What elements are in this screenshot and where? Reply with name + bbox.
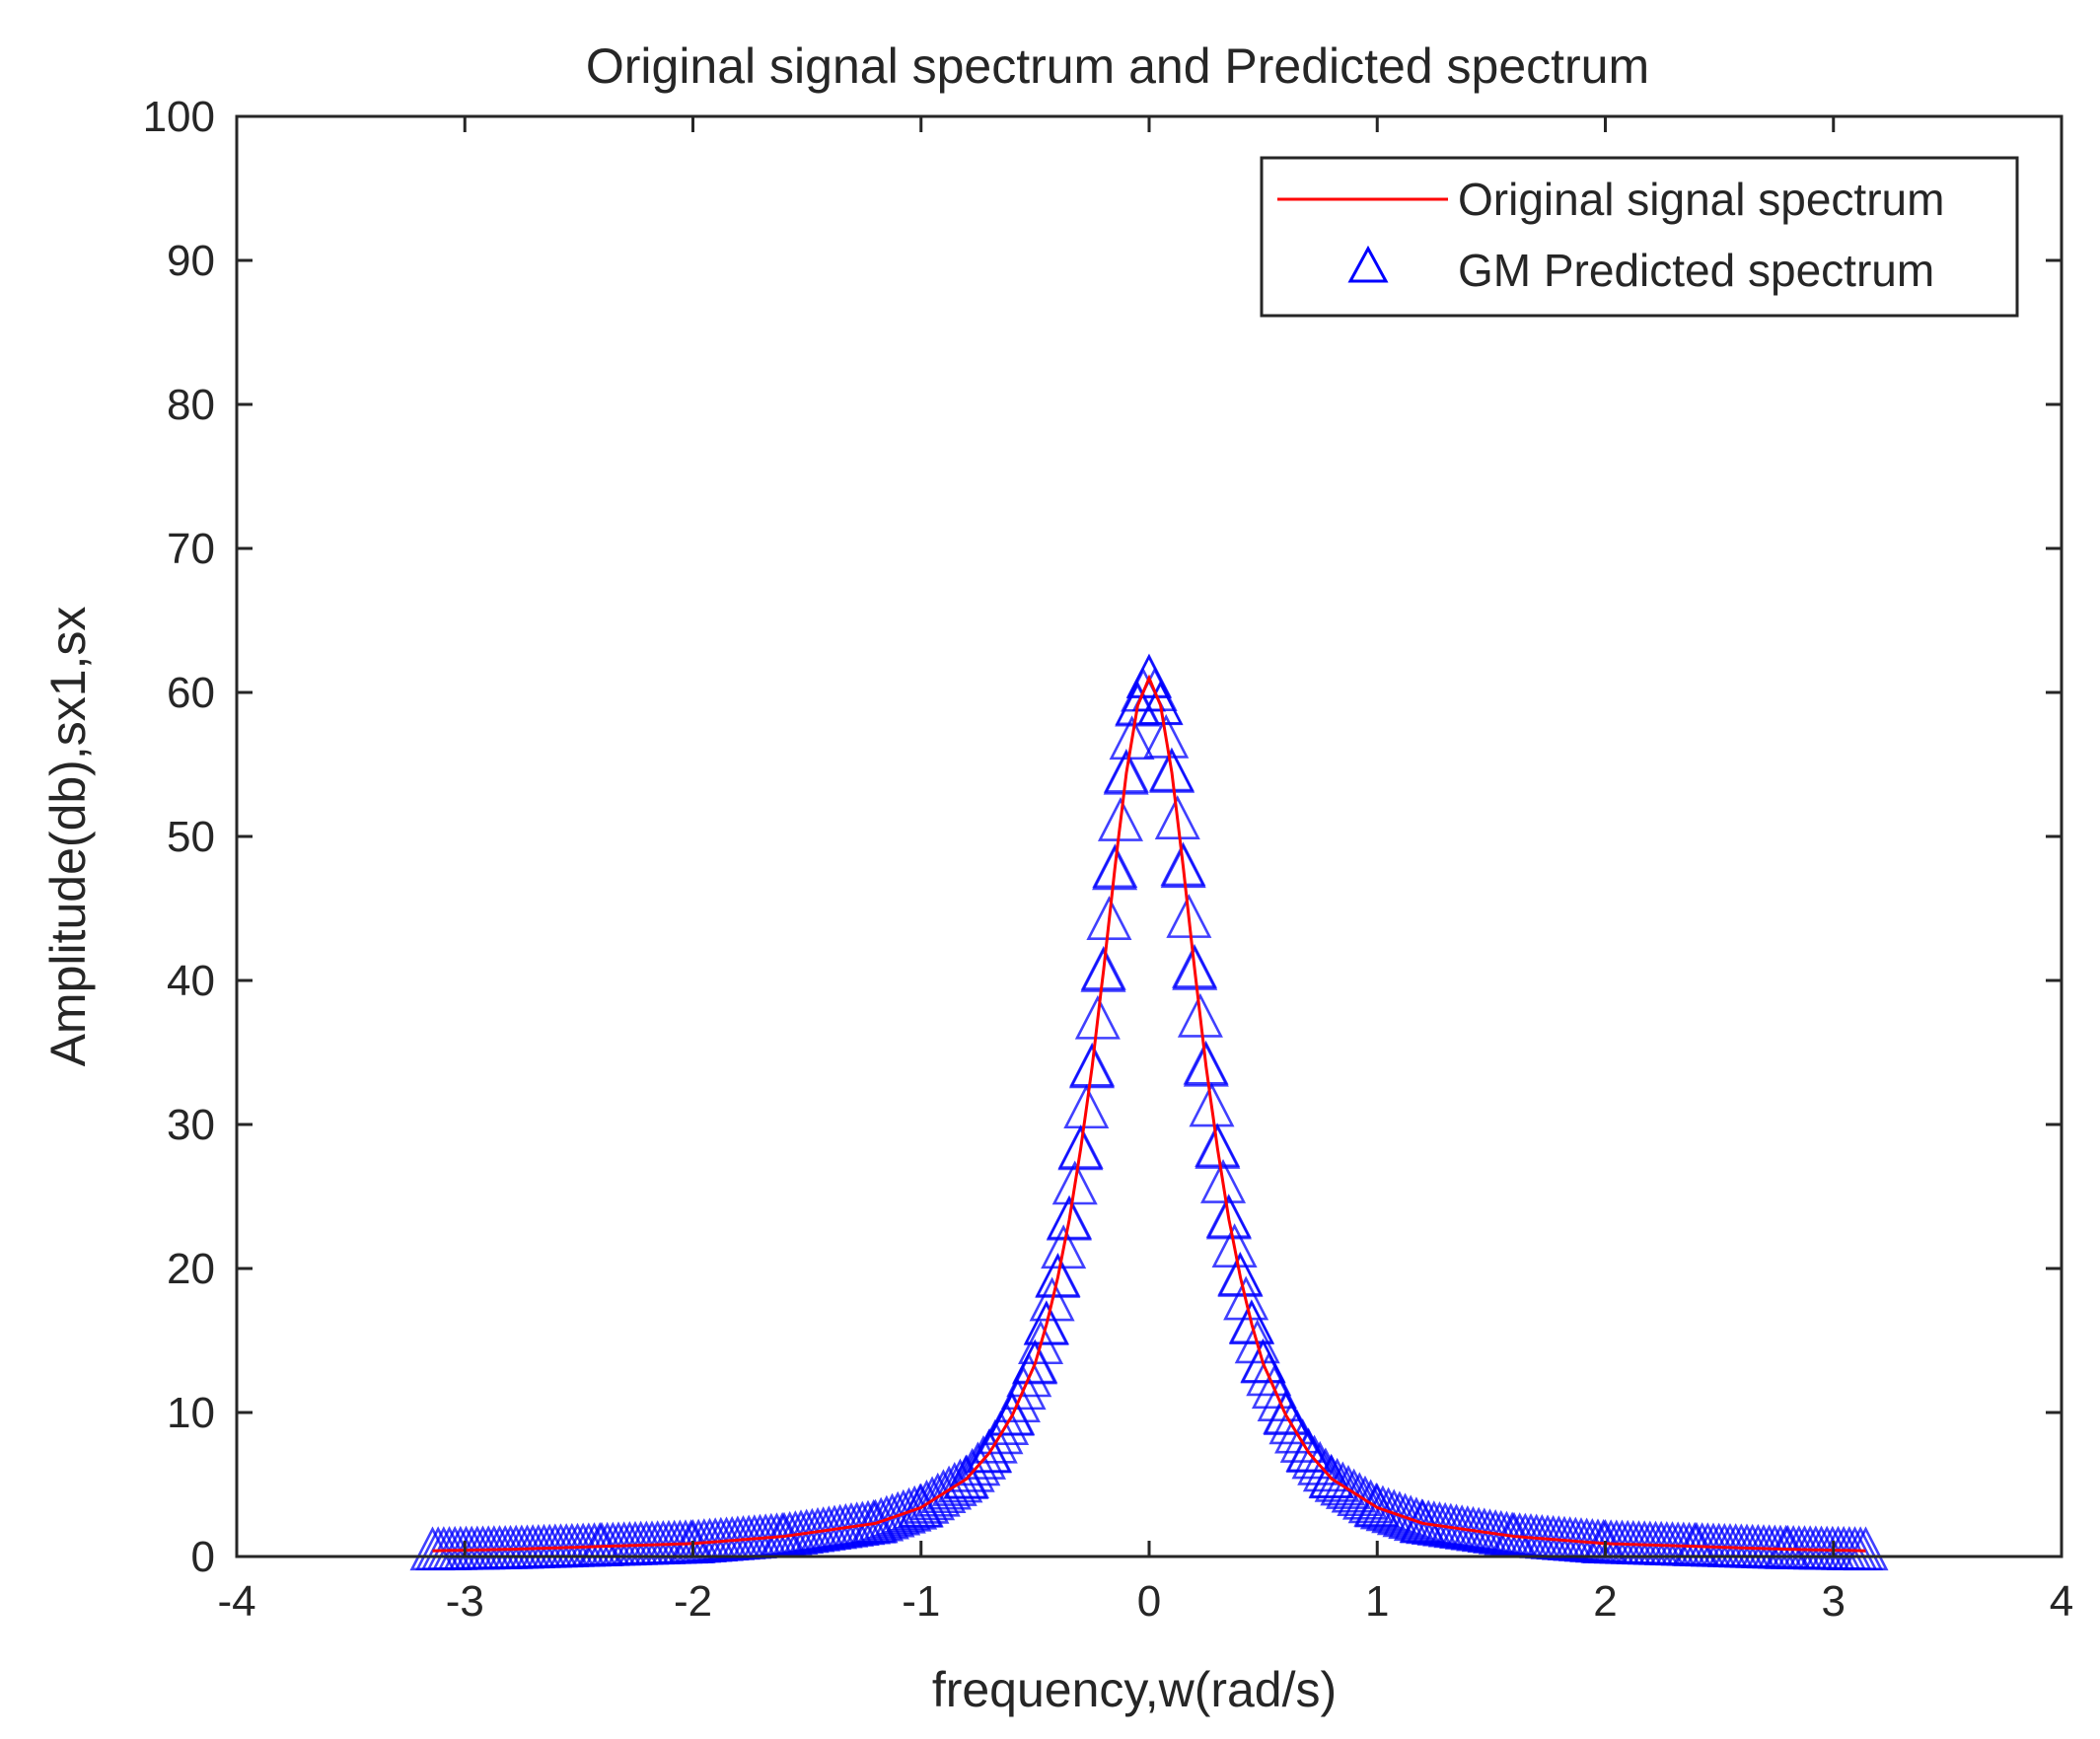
predicted-marker	[863, 1494, 909, 1540]
predicted-marker	[869, 1492, 915, 1538]
predicted-marker	[1035, 1252, 1081, 1297]
legend-label-original: Original signal spectrum	[1458, 174, 1944, 225]
predicted-marker	[1080, 945, 1126, 990]
predicted-marker	[1337, 1472, 1383, 1517]
y-tick-label: 30	[167, 1101, 215, 1149]
predicted-marker	[1023, 1300, 1069, 1344]
predicted-marker	[1285, 1428, 1332, 1473]
y-tick-label: 40	[167, 957, 215, 1005]
y-tick-label: 80	[167, 381, 215, 429]
plot-area	[237, 116, 2062, 1557]
y-tick-label: 70	[167, 525, 215, 573]
legend: Original signal spectrum GM Predicted sp…	[1260, 156, 2019, 318]
y-tick-label: 100	[143, 93, 215, 141]
predicted-marker	[1154, 795, 1200, 839]
x-tick-label: -3	[446, 1577, 484, 1626]
predicted-marker	[1189, 1082, 1235, 1127]
predicted-marker	[1092, 843, 1138, 889]
legend-box	[1260, 156, 2019, 318]
predicted-marker	[1331, 1468, 1377, 1513]
predicted-marker	[1051, 1160, 1098, 1205]
predicted-marker	[1160, 843, 1206, 889]
predicted-marker	[955, 1441, 1001, 1486]
predicted-marker	[1217, 1252, 1264, 1297]
predicted-marker	[1229, 1300, 1275, 1344]
predicted-marker	[909, 1476, 956, 1521]
predicted-marker	[1223, 1275, 1269, 1321]
predicted-marker	[1086, 896, 1132, 940]
predicted-marker	[1137, 681, 1184, 726]
y-tick-label: 0	[191, 1533, 215, 1581]
predicted-marker	[1308, 1454, 1355, 1499]
predicted-marker	[875, 1490, 921, 1536]
y-tick-label: 50	[167, 813, 215, 861]
x-tick-label: -4	[217, 1577, 255, 1626]
predicted-marker	[1063, 1084, 1110, 1129]
chart-title: Original signal spectrum and Predicted s…	[586, 38, 1649, 94]
predicted-marker	[960, 1434, 1007, 1480]
x-tick-label: 2	[1593, 1577, 1617, 1626]
predicted-marker	[1291, 1434, 1338, 1480]
legend-triangle-swatch	[1347, 245, 1389, 283]
predicted-marker	[904, 1479, 950, 1524]
predicted-marker	[937, 1458, 983, 1503]
predicted-marker	[1143, 713, 1190, 759]
predicted-marker	[1195, 1123, 1241, 1169]
y-tick-label: 60	[167, 669, 215, 717]
original-spectrum-line	[432, 674, 1866, 1553]
predicted-marker	[926, 1465, 973, 1510]
predicted-marker	[1200, 1159, 1247, 1203]
x-tick-label: 4	[2050, 1577, 2073, 1626]
predicted-marker	[1325, 1465, 1372, 1509]
predicted-marker	[1183, 1042, 1229, 1087]
predicted-marker	[1166, 894, 1212, 938]
x-tick-label: -2	[674, 1577, 712, 1626]
predicted-marker	[1057, 1123, 1104, 1169]
y-tick-label: 10	[167, 1389, 215, 1437]
predicted-marker	[880, 1488, 926, 1534]
series-layer	[409, 653, 1889, 1571]
x-tick-label: 0	[1137, 1577, 1161, 1626]
x-tick-label: 3	[1822, 1577, 1846, 1626]
predicted-marker	[1149, 748, 1195, 793]
predicted-marker	[1341, 1475, 1389, 1520]
predicted-marker	[1177, 992, 1223, 1038]
x-axis-label: frequency,w(rad/s)	[932, 1662, 1337, 1717]
y-axis-label: Amplitude(db),sx1,sx	[40, 607, 96, 1067]
legend-label-predicted: GM Predicted spectrum	[1458, 245, 1934, 296]
predicted-marker	[1172, 945, 1218, 990]
predicted-marker	[1320, 1461, 1366, 1506]
predicted-marker	[1047, 1195, 1093, 1240]
predicted-marker	[1097, 797, 1144, 841]
predicted-marker	[1234, 1319, 1280, 1364]
y-tick-label: 20	[167, 1245, 215, 1293]
predicted-marker	[1302, 1447, 1348, 1492]
predicted-marker	[1074, 994, 1121, 1040]
predicted-marker	[1069, 1042, 1116, 1087]
x-tick-label: 1	[1365, 1577, 1389, 1626]
predicted-marker	[1103, 748, 1149, 793]
y-tick-label: 90	[167, 237, 215, 285]
predicted-marker	[1314, 1457, 1360, 1502]
predicted-marker	[1029, 1276, 1075, 1322]
x-tick-label: -1	[902, 1577, 940, 1626]
predicted-marker	[858, 1496, 905, 1542]
predicted-marker	[898, 1483, 944, 1528]
predicted-marker	[1109, 715, 1155, 761]
predicted-marker	[852, 1498, 899, 1544]
predicted-marker	[1297, 1440, 1343, 1485]
predicted-marker	[1041, 1224, 1087, 1269]
